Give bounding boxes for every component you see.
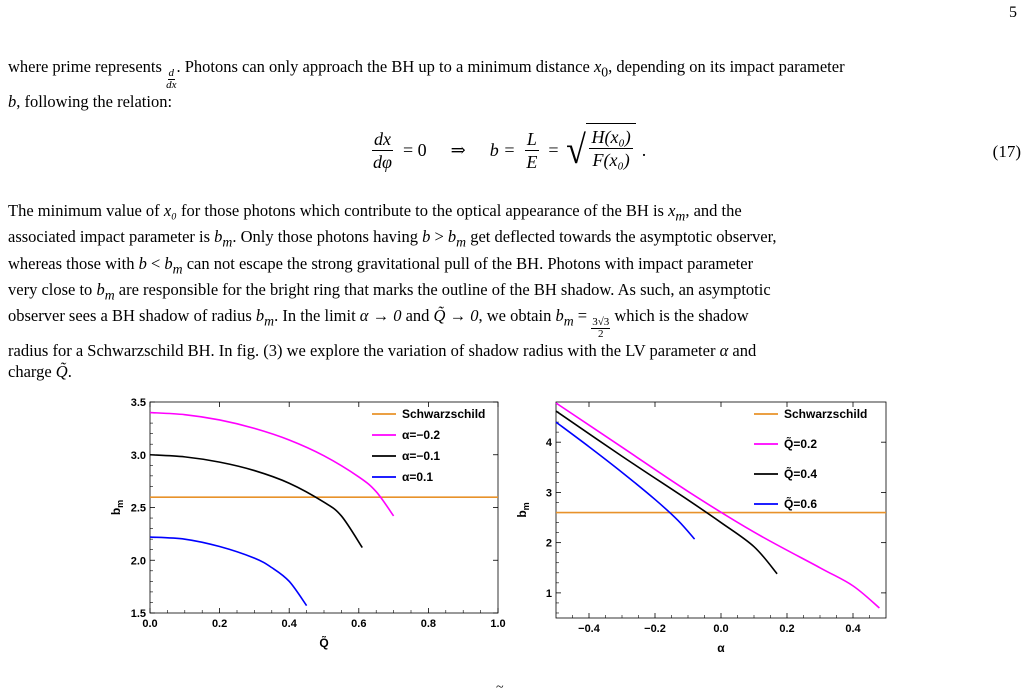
legend-label-1: α=−0.2 — [402, 428, 440, 442]
x-tick-label: 1.0 — [490, 618, 505, 630]
series-line-3 — [149, 536, 308, 607]
y-axis-label-sub: m — [115, 500, 125, 508]
page-number: 5 — [1009, 4, 1017, 21]
y-tick-label: 3.0 — [131, 450, 146, 462]
x-tick-label: 0.0 — [142, 618, 157, 630]
legend-label-0: Schwarzschild — [402, 407, 485, 421]
legend-label-2: α=−0.1 — [402, 449, 440, 463]
y-tick-label: 4 — [546, 437, 553, 449]
y-axis-label: bm — [516, 502, 531, 517]
series-line-2 — [555, 410, 778, 575]
legend-label-3: α=0.1 — [402, 470, 433, 484]
y-tick-label: 3 — [546, 487, 552, 499]
x-axis-label: Q̃ — [319, 635, 328, 650]
x-tick-label: −0.4 — [578, 623, 601, 635]
legend-label-3: Q̃=0.6 — [784, 496, 817, 511]
y-axis-label-sub: m — [521, 502, 531, 510]
y-axis-label: bm — [109, 500, 125, 515]
series-line-1 — [555, 402, 880, 609]
y-tick-label: 1.5 — [131, 608, 146, 620]
caption-fragment: ~ — [496, 680, 504, 695]
legend-label-2: Q̃=0.4 — [784, 466, 817, 481]
square-root: √ H(x₀) F(x₀) — [565, 123, 636, 177]
y-tick-label: 2 — [546, 538, 552, 550]
x-tick-label: 0.4 — [282, 618, 298, 630]
x-tick-label: 0.6 — [351, 618, 366, 630]
x-axis-label: α — [717, 641, 725, 655]
legend-label-0: Schwarzschild — [784, 407, 867, 421]
x-tick-label: 0.2 — [779, 623, 794, 635]
plot-frame — [149, 401, 499, 614]
x-tick-label: −0.2 — [644, 623, 666, 635]
legend-label-1: Q̃=0.2 — [784, 436, 817, 451]
chart-bm-vs-alpha: −0.4 −0.2 0.0 0.2 0.4 1 2 3 4 α bm Schwarzschild Q̃=… — [516, 401, 887, 655]
dx-dphi-fraction: dx dφ — [371, 128, 393, 172]
x-tick-label: 0.2 — [212, 618, 227, 630]
main-paragraph: The minimum value of x₀ for those photon… — [8, 201, 777, 382]
y-tick-label: 2.5 — [131, 503, 146, 515]
x-tick-label: 0.8 — [421, 618, 436, 630]
x-tick-label: 0.0 — [713, 623, 728, 635]
x-tick-label: 0.4 — [845, 623, 861, 635]
equation-number: (17) — [992, 142, 1021, 161]
chart-bm-vs-charge: 0.0 0.2 0.4 0.6 0.8 1.0 1.5 2.0 2.5 3.0 3.5 Q̃ bm Sch… — [109, 397, 506, 650]
y-tick-label: 3.5 — [131, 397, 146, 409]
series-line-1 — [149, 411, 395, 517]
series-line-3 — [555, 421, 696, 540]
intro-paragraph: where prime represents d dx. Photons can … — [8, 57, 845, 111]
derivative-fraction: d dx — [166, 67, 177, 91]
series-line-2 — [149, 453, 363, 549]
y-tick-label: 1 — [546, 588, 552, 600]
shadow-radius-fraction: 3√3 2 — [591, 316, 611, 341]
plot-frame — [555, 401, 887, 619]
y-tick-label: 2.0 — [131, 555, 146, 567]
